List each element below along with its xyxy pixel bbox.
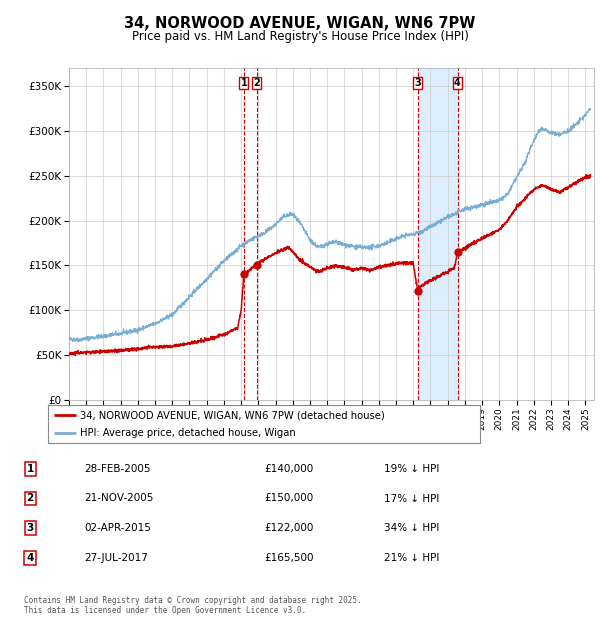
Text: 3: 3: [26, 523, 34, 533]
Text: 28-FEB-2005: 28-FEB-2005: [84, 464, 151, 474]
Text: 34% ↓ HPI: 34% ↓ HPI: [384, 523, 439, 533]
Text: 3: 3: [414, 78, 421, 88]
Text: £140,000: £140,000: [264, 464, 313, 474]
Text: £150,000: £150,000: [264, 494, 313, 503]
Text: 1: 1: [26, 464, 34, 474]
Text: 19% ↓ HPI: 19% ↓ HPI: [384, 464, 439, 474]
Text: 4: 4: [454, 78, 461, 88]
Text: 4: 4: [26, 553, 34, 563]
Bar: [418, 68, 457, 400]
Text: 27-JUL-2017: 27-JUL-2017: [84, 553, 148, 563]
Text: 21-NOV-2005: 21-NOV-2005: [84, 494, 154, 503]
Text: 21% ↓ HPI: 21% ↓ HPI: [384, 553, 439, 563]
Text: Price paid vs. HM Land Registry's House Price Index (HPI): Price paid vs. HM Land Registry's House …: [131, 30, 469, 43]
Text: HPI: Average price, detached house, Wigan: HPI: Average price, detached house, Wiga…: [80, 428, 296, 438]
Text: £122,000: £122,000: [264, 523, 313, 533]
Text: 02-APR-2015: 02-APR-2015: [84, 523, 151, 533]
Text: 2: 2: [253, 78, 260, 88]
Text: 1: 1: [241, 78, 247, 88]
Text: £165,500: £165,500: [264, 553, 314, 563]
Text: Contains HM Land Registry data © Crown copyright and database right 2025.
This d: Contains HM Land Registry data © Crown c…: [24, 596, 362, 615]
Text: 34, NORWOOD AVENUE, WIGAN, WN6 7PW: 34, NORWOOD AVENUE, WIGAN, WN6 7PW: [124, 16, 476, 30]
Text: 2: 2: [26, 494, 34, 503]
Text: 17% ↓ HPI: 17% ↓ HPI: [384, 494, 439, 503]
Text: 34, NORWOOD AVENUE, WIGAN, WN6 7PW (detached house): 34, NORWOOD AVENUE, WIGAN, WN6 7PW (deta…: [80, 410, 385, 420]
